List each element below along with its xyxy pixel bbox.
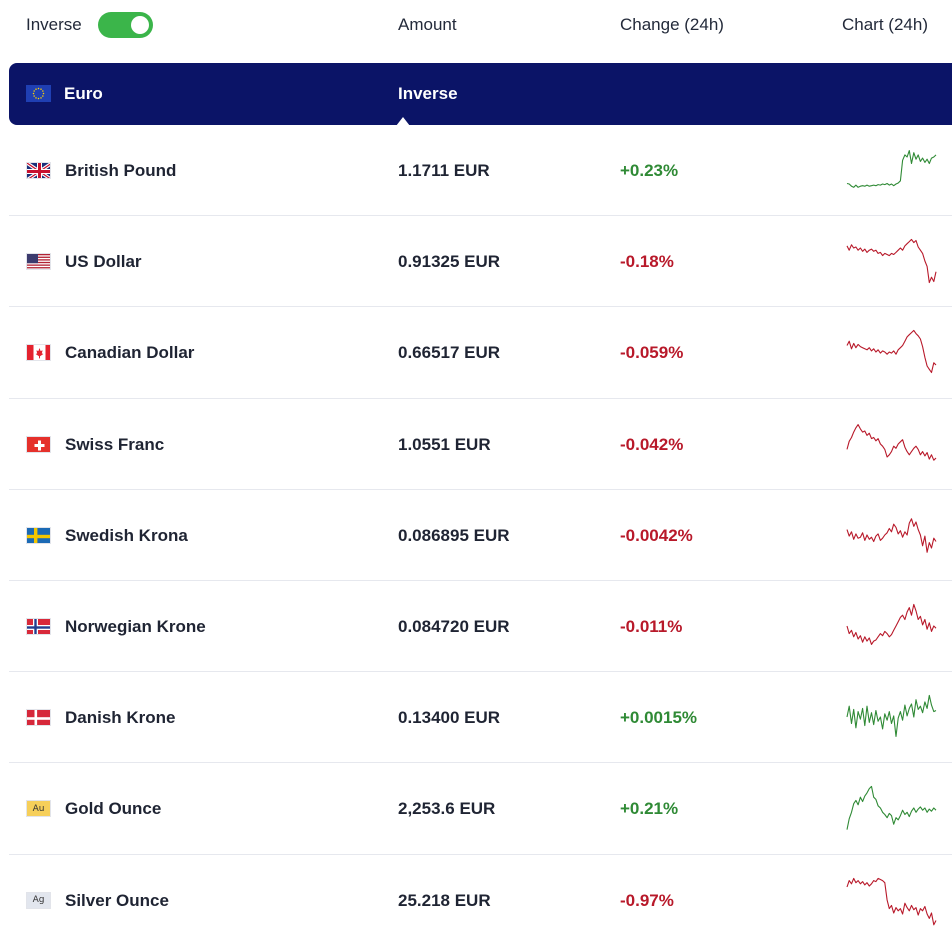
au-metal-icon: Au bbox=[26, 800, 51, 818]
sparkline-chart bbox=[844, 414, 939, 474]
column-header-change[interactable]: Change (24h) bbox=[620, 15, 724, 34]
ag-metal-icon: Ag bbox=[26, 891, 51, 909]
currency-row[interactable]: Canadian Dollar 0.66517 EUR -0.059% bbox=[9, 307, 952, 399]
sparkline-chart bbox=[844, 505, 939, 565]
caret-up-icon bbox=[396, 117, 410, 126]
base-currency-name: Euro bbox=[64, 84, 103, 103]
currency-row[interactable]: US Dollar 0.91325 EUR -0.18% bbox=[9, 216, 952, 308]
change-24h: -0.18% bbox=[620, 252, 674, 272]
sparkline-svg bbox=[846, 518, 937, 553]
se-flag-icon bbox=[26, 526, 51, 544]
sparkline-line bbox=[846, 786, 937, 831]
sparkline-svg bbox=[846, 330, 937, 374]
base-mode-label[interactable]: Inverse bbox=[398, 84, 458, 103]
eu-flag-icon bbox=[26, 85, 51, 102]
currency-name: Gold Ounce bbox=[65, 799, 162, 819]
change-24h: -0.059% bbox=[620, 343, 684, 363]
sparkline-line bbox=[846, 330, 937, 374]
inverse-toggle[interactable] bbox=[98, 12, 153, 38]
sparkline-svg bbox=[846, 603, 937, 645]
currency-row[interactable]: Swedish Krona 0.086895 EUR -0.0042% bbox=[9, 490, 952, 581]
gb-flag-icon bbox=[26, 162, 51, 179]
sparkline-line bbox=[846, 694, 937, 738]
currency-name: Silver Ounce bbox=[65, 890, 169, 910]
currency-row[interactable]: Swiss Franc 1.0551 EUR -0.042% bbox=[9, 399, 952, 490]
change-24h: -0.011% bbox=[620, 616, 683, 636]
currency-amount: 0.91325 EUR bbox=[398, 252, 501, 272]
currency-name: British Pound bbox=[65, 161, 177, 180]
sparkline-line bbox=[846, 518, 937, 553]
sparkline-line bbox=[846, 603, 937, 645]
change-24h: +0.21% bbox=[620, 799, 679, 819]
sparkline-chart bbox=[844, 322, 939, 382]
sparkline-svg bbox=[846, 150, 937, 188]
sparkline-svg bbox=[846, 239, 937, 284]
sparkline-line bbox=[846, 239, 937, 284]
sparkline-chart bbox=[844, 231, 939, 291]
currency-name: Swiss Franc bbox=[65, 434, 165, 454]
currency-amount: 0.66517 EUR bbox=[398, 343, 501, 363]
currency-amount: 1.1711 EUR bbox=[398, 161, 490, 180]
currency-name: Swedish Krona bbox=[65, 525, 188, 545]
currency-row[interactable]: British Pound 1.1711 EUR +0.23% bbox=[9, 125, 952, 217]
metal-symbol: Au bbox=[32, 803, 45, 814]
sparkline-svg bbox=[846, 694, 937, 738]
currency-row[interactable]: Danish Krone 0.13400 EUR +0.0015% bbox=[9, 672, 952, 764]
currency-name: US Dollar bbox=[65, 252, 142, 272]
change-24h: +0.23% bbox=[620, 161, 679, 180]
us-flag-icon bbox=[26, 253, 51, 271]
currency-amount: 25.218 EUR bbox=[398, 890, 491, 910]
inverse-label: Inverse bbox=[26, 15, 82, 34]
currency-name: Canadian Dollar bbox=[65, 343, 195, 363]
ch-flag-icon bbox=[26, 435, 51, 453]
column-header-amount[interactable]: Amount bbox=[398, 15, 457, 34]
change-24h: -0.97% bbox=[620, 890, 674, 910]
sparkline-line bbox=[846, 877, 937, 925]
base-currency-banner[interactable]: Euro Inverse bbox=[9, 63, 952, 126]
sparkline-chart bbox=[844, 778, 939, 838]
metal-symbol: Ag bbox=[32, 895, 45, 905]
change-24h: -0.042% bbox=[620, 434, 684, 454]
change-24h: -0.0042% bbox=[620, 525, 693, 545]
currency-amount: 0.084720 EUR bbox=[398, 616, 510, 636]
currency-list: British Pound 1.1711 EUR +0.23% US Dollar 0.… bbox=[9, 125, 952, 937]
sparkline-chart bbox=[844, 140, 939, 200]
column-header-chart: Chart (24h) bbox=[842, 15, 928, 34]
toggle-knob bbox=[131, 16, 149, 34]
sparkline-line bbox=[846, 150, 937, 188]
no-flag-icon bbox=[26, 617, 51, 635]
currency-amount: 0.086895 EUR bbox=[398, 525, 510, 545]
sparkline-line bbox=[846, 423, 937, 461]
currency-amount: 0.13400 EUR bbox=[398, 708, 501, 728]
ca-flag-icon bbox=[26, 344, 51, 362]
sparkline-svg bbox=[846, 786, 937, 831]
currency-name: Danish Krone bbox=[65, 708, 176, 728]
sparkline-svg bbox=[846, 423, 937, 461]
sparkline-chart bbox=[844, 687, 939, 747]
currency-amount: 1.0551 EUR bbox=[398, 434, 491, 454]
sparkline-svg bbox=[846, 877, 937, 925]
currency-row[interactable]: Norwegian Krone 0.084720 EUR -0.011% bbox=[9, 581, 952, 673]
sparkline-chart bbox=[844, 596, 939, 656]
currency-row[interactable]: Ag Silver Ounce 25.218 EUR -0.97% bbox=[9, 855, 952, 937]
dk-flag-icon bbox=[26, 709, 51, 727]
currency-amount: 2,253.6 EUR bbox=[398, 799, 496, 819]
sparkline-chart bbox=[844, 870, 939, 930]
currency-row[interactable]: Au Gold Ounce 2,253.6 EUR +0.21% bbox=[9, 763, 952, 855]
change-24h: +0.0015% bbox=[620, 708, 698, 728]
currency-name: Norwegian Krone bbox=[65, 616, 206, 636]
table-header: Inverse Amount Change (24h) Chart (24h) bbox=[0, 0, 952, 52]
